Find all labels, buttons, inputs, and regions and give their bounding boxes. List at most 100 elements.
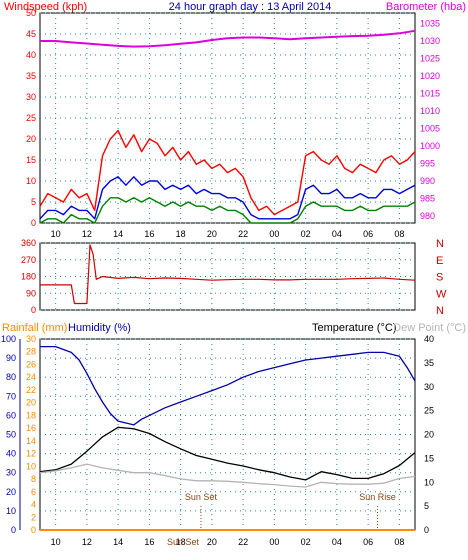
gust-line	[39, 129, 416, 216]
sunset-bottom-marker: Sun Set	[167, 537, 200, 547]
compass-tick: N	[436, 238, 444, 250]
time-tick-label: 04	[332, 229, 342, 239]
temperature-tick: 20	[424, 430, 434, 440]
windspeed-tick: 50	[26, 8, 36, 18]
time-tick-label: 18	[176, 229, 186, 239]
temperature-tick: 10	[424, 477, 434, 487]
humidity-line	[40, 345, 416, 426]
time-tick-label: 08	[394, 229, 404, 239]
rainfall-tick: 2	[31, 512, 36, 522]
time-tick-label: 00	[269, 229, 279, 239]
sun-marker-label: Sun Set	[185, 492, 218, 502]
windspeed-tick: 5	[31, 197, 36, 207]
humidity-axis-label: Humidity (%)	[68, 322, 131, 334]
humidity-tick: 10	[6, 506, 16, 516]
temperature-tick-labels: 0 5 10 15 20 25 30 35 40	[424, 334, 434, 535]
rainfall-tick: 18	[26, 410, 36, 420]
time-tick-label: 14	[113, 537, 123, 547]
temperature-tick: 5	[424, 501, 429, 511]
average-line	[39, 176, 416, 220]
chart-title: 24 hour graph day : 13 April 2014	[169, 1, 332, 13]
temperature-tick: 40	[424, 334, 434, 344]
barometer-tick: 1020	[420, 71, 440, 81]
sun-annotations: Sun Set Sun Rise	[185, 492, 396, 530]
time-tick-label: 20	[207, 229, 217, 239]
time-tick-label: 20	[207, 537, 217, 547]
rainfall-tick: 30	[26, 334, 36, 344]
rainfall-tick: 14	[26, 436, 36, 446]
windspeed-tick: 0	[31, 218, 36, 228]
humidity-tick: 90	[6, 353, 16, 363]
time-tick-label: 14	[113, 229, 123, 239]
humidity-tick: 100	[1, 334, 16, 344]
rainfall-tick: 20	[26, 398, 36, 408]
windspeed-axis-label: Windspeed (kph)	[4, 1, 87, 13]
barometer-line	[40, 29, 416, 48]
humidity-tick: 80	[6, 372, 16, 382]
compass-tick: N	[436, 305, 444, 317]
windspeed-tick: 30	[26, 92, 36, 102]
low-line	[39, 197, 416, 224]
temp-panel-frame	[39, 338, 416, 531]
humidity-tick: 30	[6, 468, 16, 478]
time-tick-label: 12	[82, 229, 92, 239]
time-tick-label: 06	[363, 537, 373, 547]
humidity-tick: 20	[6, 487, 16, 497]
temp-panel-grid	[40, 338, 415, 531]
time-tick-label: 02	[301, 537, 311, 547]
rainfall-axis-label: Rainfall (mm)	[2, 322, 67, 334]
windspeed-tick: 10	[26, 176, 36, 186]
temp-panel-series	[39, 345, 416, 531]
time-tick-label: 22	[238, 537, 248, 547]
wind-panel-time-labels: 10 12 14 16 18 20 22 00 02 04 06 08	[51, 229, 405, 239]
humidity-tick: 40	[6, 449, 16, 459]
time-tick-label: 08	[394, 537, 404, 547]
direction-line	[40, 244, 416, 305]
direction-panel-series	[40, 244, 416, 305]
barometer-tick: 1000	[420, 141, 440, 151]
barometer-tick: 1030	[420, 36, 440, 46]
temperature-line	[39, 426, 416, 481]
temperature-tick: 0	[424, 525, 429, 535]
time-tick-label: 10	[51, 229, 61, 239]
temp-panel-time-labels: 10 12 14 16 18 20 22 00 02 04 06 08	[51, 537, 405, 547]
rainfall-tick: 8	[31, 474, 36, 484]
rainfall-tick: 24	[26, 372, 36, 382]
rainfall-tick: 22	[26, 385, 36, 395]
direction-tick: 270	[21, 255, 36, 265]
time-tick-label: 00	[269, 537, 279, 547]
barometer-axis-label: Barometer (hba)	[386, 1, 466, 13]
windspeed-tick: 20	[26, 134, 36, 144]
windspeed-tick: 35	[26, 71, 36, 81]
dewpoint-axis-label: Dew Point (°C)	[393, 322, 466, 334]
barometer-tick-labels: 980 985 990 995 1000 1005 1010 1015 1020 1025 1030…	[420, 19, 440, 222]
temperature-tick: 25	[424, 406, 434, 416]
temperature-axis-label: Temperature (°C)	[312, 322, 396, 334]
barometer-tick: 1015	[420, 89, 440, 99]
direction-tick: 180	[21, 272, 36, 282]
rainfall-tick: 12	[26, 449, 36, 459]
sun-marker-label: Sun Rise	[359, 492, 396, 502]
rainfall-tick: 16	[26, 423, 36, 433]
humidity-tick: 50	[6, 430, 16, 440]
temperature-tick: 35	[424, 358, 434, 368]
rainfall-tick: 10	[26, 461, 36, 471]
time-tick-label: 06	[363, 229, 373, 239]
wind-panel-series	[39, 29, 416, 224]
windspeed-tick: 45	[26, 29, 36, 39]
time-tick-label: 12	[82, 537, 92, 547]
barometer-tick: 980	[420, 211, 435, 221]
direction-tick: 0	[31, 305, 36, 315]
rainfall-tick: 4	[31, 500, 36, 510]
barometer-tick: 985	[420, 194, 435, 204]
temperature-tick: 15	[424, 453, 434, 463]
windspeed-tick: 40	[26, 50, 36, 60]
barometer-tick: 1010	[420, 106, 440, 116]
dewpoint-line	[39, 463, 416, 488]
time-tick-label: 04	[332, 537, 342, 547]
time-tick-label: 16	[144, 229, 154, 239]
